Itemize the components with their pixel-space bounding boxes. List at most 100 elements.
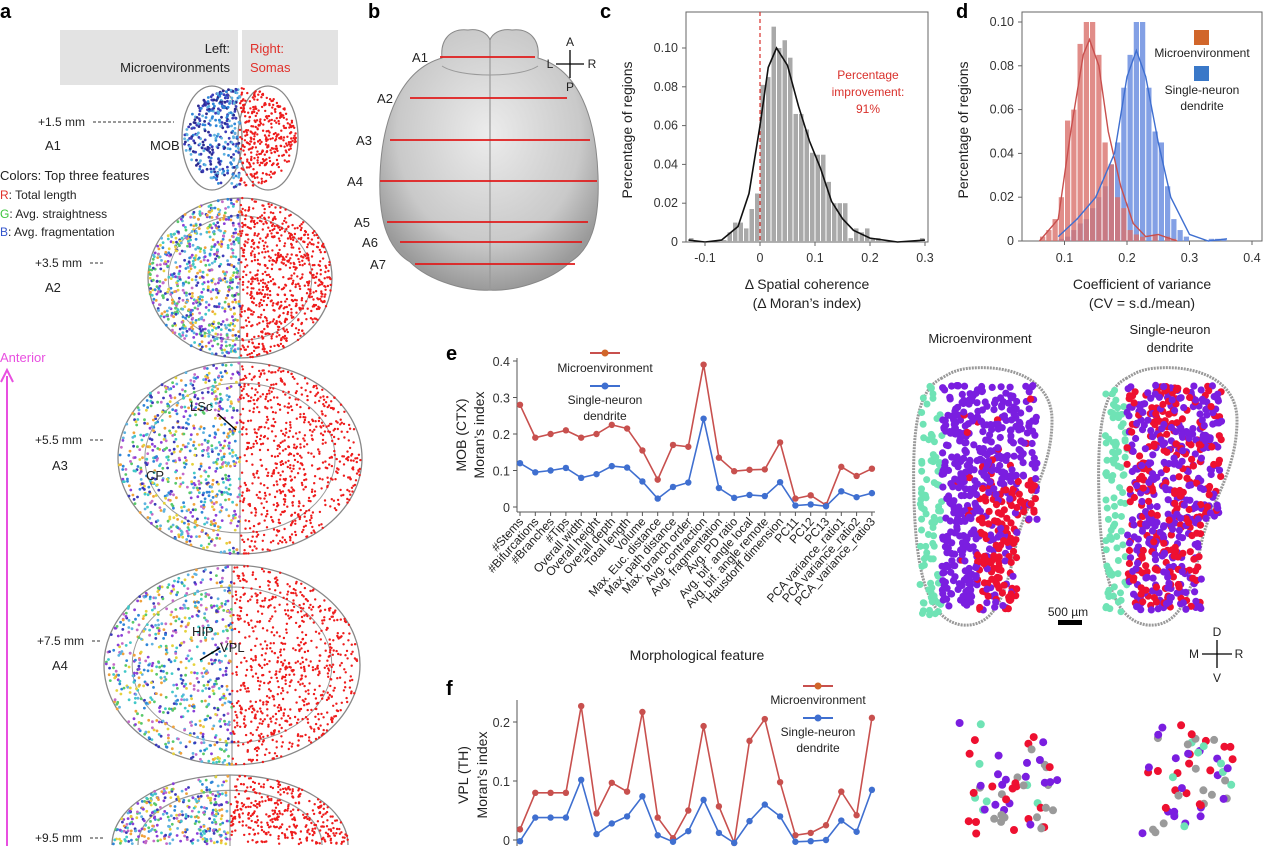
microenvironment-dot (137, 727, 141, 731)
soma-dot (261, 158, 265, 161)
microenvironment-dot (218, 277, 222, 280)
soma-dot (324, 414, 327, 417)
microenvironment-dot (127, 626, 131, 629)
soma-dot (274, 108, 277, 111)
soma-dot (276, 162, 280, 165)
microenvironment-dot (192, 331, 196, 335)
microenvironment-dot (199, 597, 203, 601)
microenvironment-dot (113, 698, 117, 702)
soma-dot (313, 234, 316, 237)
microenvironment-dot (194, 508, 197, 512)
soma-dot (304, 641, 307, 645)
microenvironment-dot (157, 632, 161, 635)
microenvironment-dot (199, 731, 203, 735)
soma-dot (258, 740, 261, 743)
soma-dot (291, 223, 294, 227)
soma-dot (281, 470, 284, 473)
soma-dot (283, 159, 286, 162)
microenvironment-dot (162, 637, 166, 640)
soma-dot (314, 668, 317, 671)
soma-dot (275, 147, 279, 150)
microenvironment-dot (131, 440, 135, 444)
soma-dot (294, 648, 297, 652)
soma-dot (259, 497, 262, 500)
soma-dot (247, 111, 250, 114)
soma-dot (323, 619, 326, 622)
soma-dot (310, 255, 314, 258)
soma-dot (289, 423, 292, 427)
soma-dot (241, 225, 244, 229)
soma-dot (249, 700, 252, 703)
microenvironment-dot (189, 313, 193, 317)
soma-dot (353, 643, 357, 646)
soma-dot (240, 177, 243, 180)
soma-dot (291, 139, 294, 142)
soma-dot (292, 261, 295, 265)
soma-dot (283, 293, 287, 297)
microenvironment-dot (231, 334, 235, 337)
soma-dot (250, 173, 253, 177)
microenvironment-dot (184, 316, 188, 320)
microenvironment-dot (226, 147, 230, 151)
microenvironment-dot (226, 712, 230, 715)
microenvironment-dot (232, 235, 235, 239)
microenvironment-dot (181, 679, 185, 682)
microenvironment-dot (211, 148, 215, 152)
microenvironment-dot (235, 503, 239, 507)
soma-dot (288, 673, 291, 676)
soma-dot (291, 294, 295, 297)
microenvironment-dot (206, 226, 210, 230)
soma-dot (332, 689, 335, 692)
soma-dot (241, 161, 244, 164)
soma-dot (277, 165, 280, 169)
soma-dot (264, 264, 267, 268)
microenvironment-dot (235, 421, 239, 425)
soma-dot (285, 628, 288, 631)
microenvironment-dot (198, 311, 202, 315)
soma-dot (333, 619, 336, 622)
microenvironment-dot (193, 525, 197, 529)
microenvironment-dot (124, 615, 128, 618)
microenvironment-dot (191, 292, 194, 295)
microenvironment-dot (205, 747, 209, 751)
microenvironment-dot (178, 476, 182, 480)
soma-dot (241, 110, 244, 113)
soma-dot (320, 487, 323, 490)
microenvironment-dot (189, 543, 193, 547)
microenvironment-dot (200, 298, 204, 302)
microenvironment-dot (213, 260, 217, 263)
soma-dot (278, 842, 281, 845)
soma-dot (249, 785, 252, 789)
soma-dot (290, 490, 293, 493)
microenvironment-dot (226, 93, 230, 97)
microenvironment-dot (179, 677, 183, 681)
microenvironment-dot (199, 159, 202, 163)
coronal-section-5 (111, 774, 349, 846)
microenvironment-dot (193, 581, 197, 584)
microenvironment-dot (178, 275, 181, 279)
soma-dot (272, 211, 275, 215)
soma-dot (253, 95, 257, 98)
soma-dot (264, 250, 267, 254)
soma-dot (251, 482, 254, 485)
soma-dot (262, 204, 265, 207)
soma-dot (320, 421, 324, 424)
microenvironment-dot (157, 629, 161, 633)
soma-dot (280, 745, 283, 748)
microenvironment-dot (230, 363, 233, 367)
microenvironment-dot (153, 415, 157, 418)
soma-dot (284, 217, 287, 220)
microenvironment-dot (205, 786, 209, 789)
soma-dot (246, 487, 249, 490)
microenvironment-dot (115, 702, 119, 706)
microenvironment-dot (222, 455, 226, 459)
soma-dot (282, 124, 285, 128)
microenvironment-dot (200, 593, 203, 596)
soma-dot (252, 472, 255, 476)
soma-dot (240, 247, 243, 250)
microenvironment-dot (207, 542, 211, 546)
microenvironment-dot (208, 434, 212, 437)
microenvironment-dot (178, 392, 182, 396)
soma-dot (279, 571, 282, 574)
soma-dot (294, 582, 298, 585)
